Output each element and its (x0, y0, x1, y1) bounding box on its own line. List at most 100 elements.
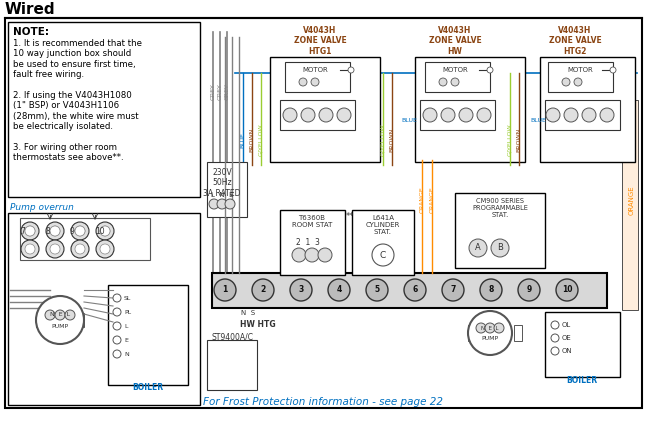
Text: Wired: Wired (5, 2, 56, 17)
Text: PUMP: PUMP (52, 324, 69, 328)
Text: ORANGE: ORANGE (419, 187, 424, 214)
Text: GREY: GREY (217, 83, 223, 100)
Circle shape (217, 199, 227, 209)
Circle shape (459, 108, 473, 122)
Circle shape (299, 78, 307, 86)
Circle shape (372, 244, 394, 266)
Circle shape (441, 108, 455, 122)
Text: 9: 9 (527, 286, 532, 295)
Circle shape (337, 108, 351, 122)
Bar (468, 325, 476, 341)
Bar (8, 22, 200, 197)
Circle shape (311, 78, 319, 86)
Text: C: C (380, 251, 386, 260)
Text: MOTOR: MOTOR (302, 67, 328, 73)
Text: BROWN: BROWN (389, 128, 395, 152)
Circle shape (485, 323, 495, 333)
Circle shape (209, 199, 219, 209)
Circle shape (252, 279, 274, 301)
Text: 1. It is recommended that the
10 way junction box should
be used to ensure first: 1. It is recommended that the 10 way jun… (13, 39, 142, 162)
Circle shape (25, 226, 35, 236)
Text: ON: ON (562, 348, 573, 354)
Circle shape (100, 226, 110, 236)
Bar (270, 57, 380, 162)
Circle shape (442, 279, 464, 301)
Text: 230V
50Hz
3A RATED: 230V 50Hz 3A RATED (203, 168, 241, 198)
Text: MOTOR: MOTOR (442, 67, 468, 73)
Circle shape (65, 310, 75, 320)
Circle shape (318, 248, 332, 262)
Text: N  E  L: N E L (481, 325, 499, 330)
Text: G/YELLOW: G/YELLOW (507, 124, 512, 156)
Text: N: N (124, 352, 129, 357)
Bar (425, 62, 490, 92)
Bar (207, 340, 257, 390)
Circle shape (551, 321, 559, 329)
Text: N  E  L: N E L (50, 313, 70, 317)
Text: GREY: GREY (225, 83, 230, 100)
Text: For Frost Protection information - see page 22: For Frost Protection information - see p… (203, 397, 443, 407)
Text: V4043H
ZONE VALVE
HW: V4043H ZONE VALVE HW (428, 26, 481, 56)
Bar (36, 313, 44, 327)
Bar (352, 210, 414, 275)
Circle shape (50, 226, 60, 236)
Circle shape (546, 108, 560, 122)
Circle shape (113, 294, 121, 302)
Circle shape (366, 279, 388, 301)
Bar (108, 285, 188, 385)
Bar (545, 312, 620, 377)
Circle shape (518, 279, 540, 301)
Circle shape (36, 296, 84, 344)
Circle shape (562, 78, 570, 86)
Text: 1: 1 (223, 286, 228, 295)
Text: 3: 3 (298, 286, 303, 295)
Text: GREY: GREY (210, 83, 215, 100)
Text: V4043H
ZONE VALVE
HTG2: V4043H ZONE VALVE HTG2 (549, 26, 601, 56)
Text: HW HTG: HW HTG (240, 320, 276, 329)
Text: OE: OE (562, 335, 572, 341)
Circle shape (328, 279, 350, 301)
Circle shape (305, 248, 319, 262)
Bar (548, 62, 613, 92)
Circle shape (290, 279, 312, 301)
Text: L: L (124, 324, 127, 328)
Bar (20, 218, 150, 260)
Text: G/YELLOW: G/YELLOW (259, 124, 263, 156)
Circle shape (100, 244, 110, 254)
Circle shape (487, 67, 493, 73)
Circle shape (50, 226, 60, 236)
Circle shape (96, 222, 114, 240)
Bar (545, 100, 620, 130)
Circle shape (301, 108, 315, 122)
Text: MOTOR: MOTOR (567, 67, 593, 73)
Text: 6: 6 (412, 286, 417, 295)
Text: ST9400A/C: ST9400A/C (212, 332, 254, 341)
Bar (8, 213, 200, 405)
Circle shape (574, 78, 582, 86)
Circle shape (404, 279, 426, 301)
Circle shape (55, 310, 65, 320)
Circle shape (564, 108, 578, 122)
Bar (207, 162, 247, 217)
Bar (280, 100, 355, 130)
Circle shape (96, 240, 114, 258)
Bar (280, 210, 345, 275)
Text: SL: SL (124, 295, 131, 300)
Circle shape (582, 108, 596, 122)
Text: OL: OL (562, 322, 571, 328)
Circle shape (75, 244, 85, 254)
Text: BOILER: BOILER (566, 376, 598, 385)
Text: 7: 7 (20, 227, 25, 235)
Text: 8: 8 (45, 227, 50, 235)
Text: A: A (475, 243, 481, 252)
Circle shape (225, 199, 235, 209)
Circle shape (494, 323, 504, 333)
Circle shape (469, 239, 487, 257)
Circle shape (113, 336, 121, 344)
Text: BOILER: BOILER (133, 383, 164, 392)
Text: 9: 9 (70, 227, 75, 235)
Text: PUMP: PUMP (481, 336, 499, 341)
Circle shape (100, 226, 110, 236)
Circle shape (50, 244, 60, 254)
Circle shape (468, 311, 512, 355)
